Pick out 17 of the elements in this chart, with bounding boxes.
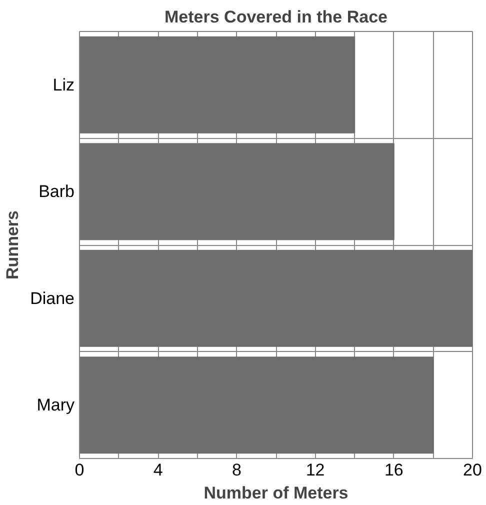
y-tick-label: Mary <box>36 396 75 415</box>
x-axis-title: Number of Meters <box>204 484 348 502</box>
x-tick-label: 0 <box>74 460 84 480</box>
x-tick-label: 8 <box>232 460 242 480</box>
x-tick-label: 4 <box>153 460 163 480</box>
x-tick-label: 20 <box>463 460 482 480</box>
chart-title: Meters Covered in the Race <box>164 8 388 26</box>
bar <box>80 250 472 347</box>
y-axis-title: Runners <box>3 210 22 280</box>
y-tick-label: Diane <box>30 288 75 308</box>
x-tick-label: 16 <box>384 460 404 480</box>
bar <box>80 143 394 240</box>
x-tick-label: 12 <box>306 460 325 480</box>
bar <box>80 36 356 134</box>
y-tick-label: Liz <box>52 75 75 94</box>
bar <box>80 356 434 454</box>
y-tick-label: Barb <box>38 182 75 202</box>
